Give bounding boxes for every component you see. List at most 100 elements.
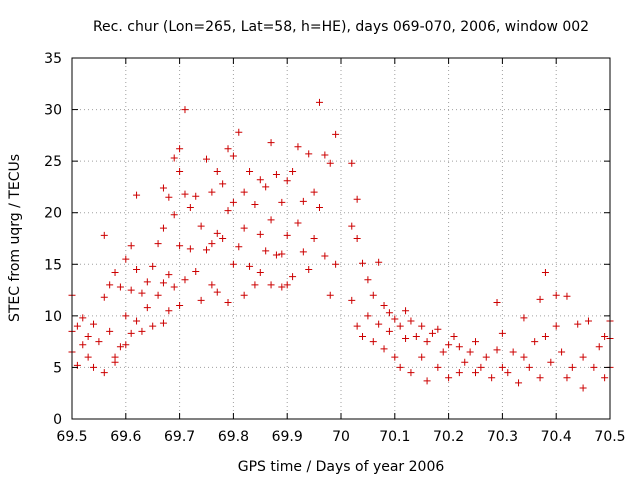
data-point (278, 283, 286, 291)
data-point (219, 235, 227, 242)
x-tick-label: 69.9 (272, 429, 303, 445)
data-point (181, 190, 189, 198)
data-point (256, 269, 264, 277)
data-point (192, 192, 200, 200)
data-point (310, 235, 318, 242)
x-axis-label: GPS time / Days of year 2006 (238, 459, 445, 475)
data-point (127, 242, 135, 250)
data-point (299, 248, 307, 256)
y-axis-label: STEC from uqrg / TECUs (7, 154, 23, 322)
data-point (396, 363, 404, 371)
data-point (380, 345, 388, 353)
x-tick-label: 70 (332, 429, 350, 445)
data-point (272, 251, 280, 259)
data-point (488, 374, 496, 382)
data-point (176, 167, 184, 175)
data-point (353, 235, 361, 242)
data-point (181, 106, 189, 114)
data-point (176, 302, 184, 310)
x-tick-label: 70.1 (379, 429, 410, 445)
data-point (267, 281, 275, 289)
data-point (563, 292, 571, 300)
data-point (170, 211, 178, 219)
data-point (154, 240, 162, 248)
data-point (359, 259, 367, 267)
data-point (138, 327, 146, 335)
data-point (423, 377, 431, 385)
data-point (229, 260, 237, 268)
data-point (391, 315, 399, 323)
data-point (418, 322, 426, 330)
data-point (536, 295, 544, 303)
data-point (326, 159, 334, 167)
data-point (294, 143, 302, 151)
data-point (472, 338, 479, 346)
data-point (504, 369, 512, 377)
data-point (348, 296, 356, 304)
y-tick-label: 0 (53, 412, 62, 428)
data-point (353, 322, 361, 330)
data-point (256, 230, 264, 238)
data-point (165, 193, 173, 201)
data-point (375, 320, 383, 328)
data-point (90, 363, 98, 371)
data-point (116, 283, 124, 291)
y-tick-label: 25 (44, 154, 62, 170)
data-point (477, 363, 485, 371)
data-point (246, 167, 254, 175)
y-tick-label: 20 (44, 206, 62, 222)
data-point (439, 348, 447, 356)
data-point (407, 317, 415, 325)
data-point (251, 281, 259, 289)
data-point (348, 159, 356, 167)
data-point (369, 291, 377, 299)
data-point (283, 177, 291, 185)
data-point (579, 384, 587, 392)
data-point (289, 167, 297, 175)
data-point (278, 250, 286, 258)
data-point (552, 291, 560, 299)
data-point (159, 279, 167, 287)
data-point (595, 343, 603, 351)
data-point (235, 128, 243, 136)
data-point (380, 302, 388, 310)
data-point (186, 245, 194, 253)
data-point (385, 327, 393, 335)
data-point (520, 353, 528, 361)
data-point (100, 369, 108, 377)
data-point (445, 341, 453, 349)
x-tick-label: 69.6 (110, 429, 141, 445)
data-point (402, 335, 410, 343)
axis-ticks: 69.5 69.6 69.7 69.8 69.9 70 70.1 70.2 70.3 70.4 70… (44, 51, 625, 445)
data-point (127, 286, 135, 294)
x-tick-label: 69.5 (56, 429, 87, 445)
data-point (251, 200, 259, 208)
y-tick-label: 30 (44, 103, 62, 119)
data-point (574, 320, 582, 328)
data-point (208, 188, 216, 196)
data-point (283, 281, 291, 289)
data-point (176, 145, 184, 153)
data-point (294, 219, 302, 227)
data-point (493, 298, 501, 306)
data-point (428, 329, 436, 337)
data-point (224, 145, 232, 153)
data-point (133, 317, 141, 325)
grid-lines (72, 58, 610, 419)
data-point (466, 348, 474, 356)
data-point (159, 224, 167, 232)
data-point (455, 369, 463, 377)
data-point (498, 329, 506, 337)
data-point (283, 231, 291, 239)
data-point (305, 265, 313, 273)
data-point (536, 374, 544, 382)
data-point (111, 358, 119, 366)
data-point (332, 260, 340, 268)
data-point (531, 338, 539, 346)
y-tick-label: 10 (44, 309, 62, 325)
data-point (472, 369, 479, 377)
data-point (186, 204, 194, 212)
data-point (359, 332, 367, 340)
data-point (208, 281, 216, 289)
